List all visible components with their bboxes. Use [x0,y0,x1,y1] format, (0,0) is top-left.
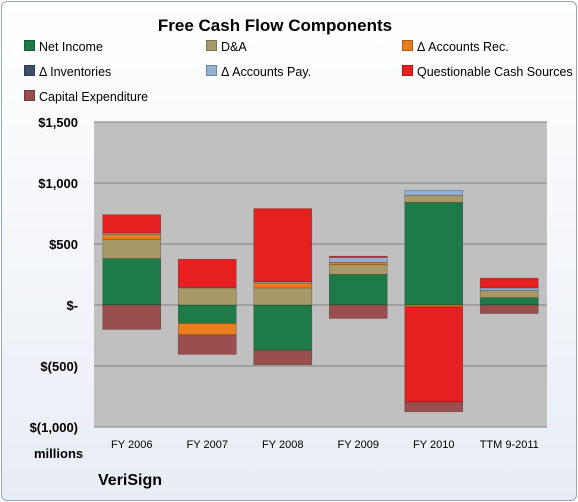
bar-segment [328,257,388,263]
legend-swatch [24,90,35,101]
bar-segment [479,277,539,289]
y-tick-label: $500 [49,237,78,252]
bar-segment [479,287,539,291]
bar-segment [102,214,162,234]
bar-segment [479,304,539,314]
bar-segment [404,194,464,203]
legend-label: Questionable Cash Sources [417,65,573,79]
x-tick-label: FY 2010 [413,439,454,451]
x-tick-label: TTM 9-2011 [480,439,539,451]
bar-segment [177,322,237,336]
legend-swatch [402,65,413,76]
legend-item: D&A [206,40,247,54]
legend-swatch [24,40,35,51]
bar-segment [102,233,162,240]
y-tick-label: $(500) [40,359,78,374]
y-tick-label: $- [66,298,78,313]
y-tick-label: $1,000 [38,176,78,191]
x-tick-label: FY 2009 [338,439,379,451]
legend-item: Net Income [24,40,103,54]
bar-segment [253,349,313,366]
y-tick-label: $(1,000) [30,420,78,435]
bar-segment [479,290,539,298]
plot-area [94,122,547,427]
legend-label: Δ Inventories [39,65,112,79]
bar-segment [328,255,388,258]
legend-label: D&A [221,40,247,54]
x-tick-label: FY 2006 [111,439,152,451]
legend-swatch [206,40,217,51]
bar-segment [102,238,162,259]
legend-swatch [402,40,413,51]
bar-segment [253,287,313,306]
x-tick-label: FY 2007 [187,439,228,451]
bar-segment [404,401,464,413]
x-tick-label: FY 2008 [262,439,303,451]
bar-segment [177,304,237,324]
legend-item: Questionable Cash Sources [402,65,573,79]
bar-segment [177,334,237,355]
legend-label: Δ Accounts Rec. [417,40,509,54]
bar-segment [479,297,539,306]
bar-segment [177,287,237,306]
legend-swatch [206,65,217,76]
bar-segment [328,261,388,266]
bar-segment [328,264,388,275]
bar-segment [253,282,313,289]
bar-segment [253,304,313,351]
units-label: millions [34,446,83,461]
company-label: VeriSign [98,472,163,489]
bar-segment [404,190,464,196]
legend-label: Net Income [39,40,103,54]
chart-title: Free Cash Flow Components [157,16,393,35]
legend-label: Δ Accounts Pay. [221,65,312,79]
bar-segment [328,274,388,306]
bar-segment [404,202,464,306]
legend-label: Capital Expenditure [39,90,149,104]
bar-segment [102,258,162,306]
legend-item: Δ Accounts Rec. [402,40,509,54]
legend-item: Δ Accounts Pay. [206,65,311,79]
bar-segment [328,304,388,319]
bar-segment [177,258,237,288]
legend-item: Δ Inventories [24,65,111,79]
bar-segment [404,306,464,403]
y-tick-label: $1,500 [38,115,78,130]
bar-segment [253,208,313,283]
legend-swatch [24,65,35,76]
bar-segment [102,304,162,330]
legend-item: Capital Expenditure [24,90,148,104]
